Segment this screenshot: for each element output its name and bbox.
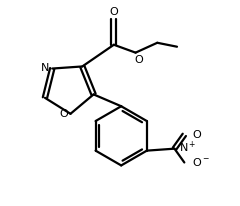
Text: O$^-$: O$^-$ [192,157,210,169]
Text: O: O [59,109,68,119]
Text: O: O [109,7,118,17]
Text: N: N [41,63,49,73]
Text: N$^+$: N$^+$ [179,140,197,155]
Text: O: O [192,130,201,140]
Text: O: O [134,55,143,64]
